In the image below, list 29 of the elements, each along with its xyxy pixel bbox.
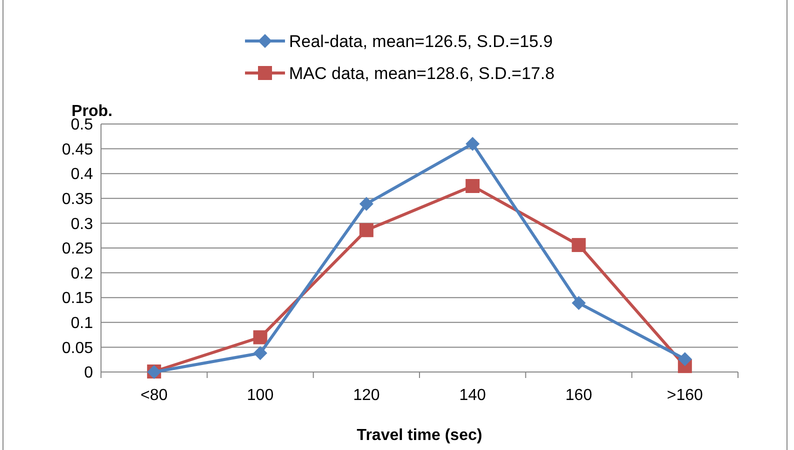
y-tick-label: 0.2 [70, 265, 94, 282]
point [678, 352, 692, 366]
x-axis-title: Travel time (sec) [356, 427, 482, 444]
point [572, 296, 586, 310]
point [572, 238, 586, 252]
point [359, 223, 374, 238]
x-tick-label: 120 [353, 387, 380, 404]
legend-label: Real-data, mean=126.5, S.D.=15.9 [289, 32, 553, 51]
point [253, 330, 268, 344]
point [253, 346, 268, 360]
x-tick-label: >160 [666, 387, 704, 404]
point [359, 196, 374, 211]
y-tick-label: 0.3 [70, 216, 94, 233]
point [466, 136, 480, 151]
y-tick-label: 0.1 [70, 315, 94, 332]
y-tick-label: 0.35 [62, 191, 94, 208]
x-tick-label: 160 [565, 387, 592, 404]
y-tick-label: 0 [84, 364, 94, 382]
y-tick-label: 0.05 [62, 340, 94, 357]
x-tick-label: 100 [246, 387, 274, 404]
point [466, 179, 480, 193]
y-tick-label: 0.4 [70, 166, 94, 184]
y-tick-label: 0.5 [70, 116, 94, 134]
x-tick-label: 140 [459, 387, 486, 404]
y-tick-label: 0.15 [62, 290, 94, 308]
y-tick-label: 0.45 [62, 141, 94, 158]
x-tick-label: <80 [140, 387, 168, 404]
y-tick-label: 0.25 [62, 240, 94, 258]
legend-label: MAC data, mean=128.6, S.D.=17.8 [289, 64, 555, 83]
